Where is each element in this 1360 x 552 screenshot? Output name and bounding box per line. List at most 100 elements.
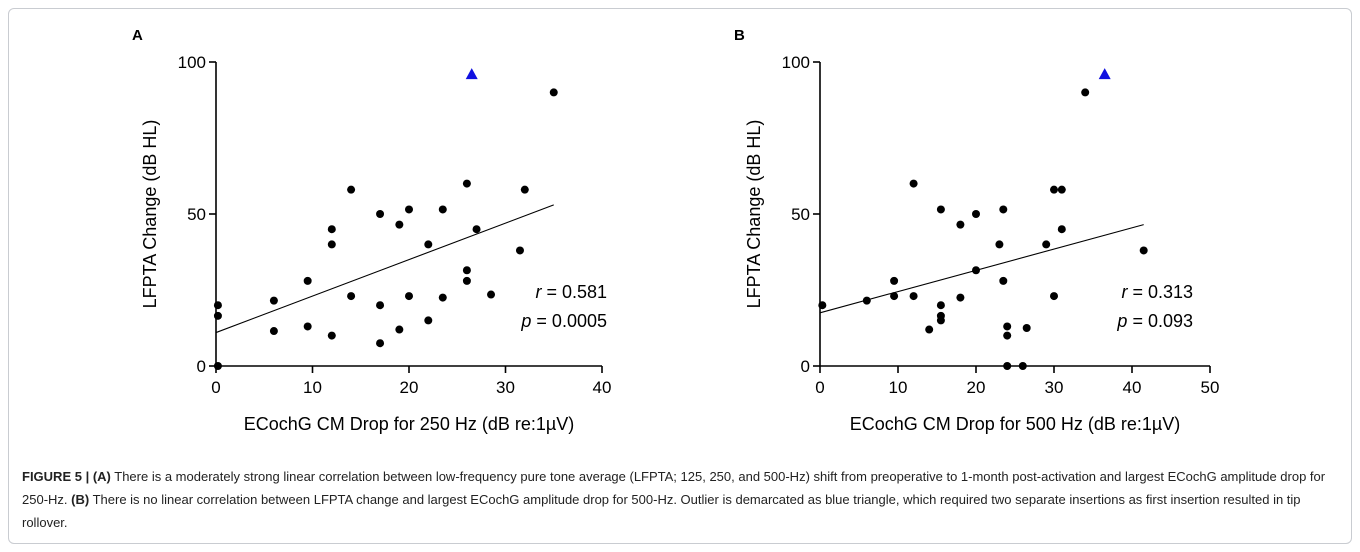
caption-part-a-tag: (A) [92,469,111,484]
data-point [1057,185,1066,194]
data-point [1022,324,1031,332]
data-point [213,362,222,370]
data-point [347,185,356,194]
data-point [1081,88,1090,97]
regression-line [819,224,1144,314]
data-point [1057,225,1066,234]
p-symbol: p [1116,311,1127,331]
x-tick-label: 10 [303,378,322,397]
p-symbol: p [520,311,531,331]
data-point [890,276,899,285]
outlier-triangle [465,68,478,80]
data-point [1042,240,1051,249]
panel-letter: A [132,27,143,44]
p-value: = 0.0005 [531,311,607,331]
data-point [956,293,965,302]
y-axis-label: LFPTA Change (dB HL) [744,120,764,309]
data-point [909,292,918,301]
y-tick-label: 0 [197,357,206,376]
data-point [376,339,385,348]
p-statistic: p = 0.093 [1116,311,1193,331]
data-point [269,327,278,336]
data-point [1003,362,1012,370]
figure-svg: A 0 50 100 0 10 20 30 40 ECochG CM Drop for 250 H… [132,27,1219,434]
data-point [424,316,433,325]
figure-label: FIGURE 5 | [22,469,90,484]
data-point [936,205,945,214]
panel-b: B 0 50 100 0 10 20 30 40 50 ECochG CM Drop for 500… [734,27,1219,434]
data-point [925,325,934,334]
panel-a: A 0 50 100 0 10 20 30 40 ECochG CM Drop for 250 H… [132,27,611,434]
r-symbol: r [535,282,542,302]
data-point [1003,331,1012,340]
x-tick-label: 30 [496,378,515,397]
caption-part-a-text: There is a moderately strong linear corr… [22,469,1326,507]
data-point [818,301,827,310]
data-point [303,276,312,285]
data-point [1003,322,1012,331]
caption-part-b-text: There is no linear correlation between L… [22,492,1301,530]
data-point [213,301,222,310]
panel-letter: B [734,27,745,44]
data-point [972,210,980,218]
data-point [327,331,336,340]
r-value: = 0.313 [1127,282,1193,302]
data-point [424,240,433,249]
data-point [213,311,222,320]
x-tick-label: 30 [1045,378,1064,397]
outlier-triangle [1098,68,1111,80]
data-point [472,225,481,234]
data-point [462,276,471,285]
data-point [395,325,404,334]
data-point [890,292,899,301]
data-point [438,205,447,214]
data-point [936,316,945,325]
x-axis-label: ECochG CM Drop for 500 Hz (dB re:1µV) [850,414,1180,434]
data-point [972,266,980,275]
p-value: = 0.093 [1127,311,1193,331]
r-value: = 0.581 [541,282,607,302]
x-tick-label: 40 [1123,378,1142,397]
data-point [405,292,413,301]
data-point [487,290,496,299]
caption-part-b-tag: (B) [71,492,90,507]
data-point [1018,362,1027,370]
y-tick-label: 50 [187,205,206,224]
data-point [999,205,1008,214]
data-point [936,301,945,310]
data-point [269,296,278,305]
y-tick-label: 50 [791,205,810,224]
data-point [376,301,385,310]
y-axis-label: LFPTA Change (dB HL) [140,120,160,309]
p-statistic: p = 0.0005 [520,311,607,331]
data-point [462,179,471,188]
y-tick-label: 100 [178,53,206,72]
figure-frame [8,8,1352,544]
data-point [956,220,965,229]
r-symbol: r [1121,282,1128,302]
data-point [999,276,1008,285]
data-point [909,179,918,188]
data-point [1050,185,1058,194]
y-tick-label: 100 [782,53,810,72]
data-point [376,210,385,218]
data-point [327,225,336,234]
data-point [1050,292,1058,301]
x-tick-label: 20 [967,378,986,397]
data-point [862,296,871,305]
r-statistic: r = 0.313 [1121,282,1193,302]
x-axis-label: ECochG CM Drop for 250 Hz (dB re:1µV) [244,414,574,434]
data-point [520,185,529,194]
data-point [549,88,558,97]
data-point [1139,246,1148,255]
x-tick-label: 10 [889,378,908,397]
regression-line [215,204,554,334]
data-point [995,240,1004,249]
figure-caption: FIGURE 5 | (A) There is a moderately str… [22,465,1338,534]
r-statistic: r = 0.581 [535,282,607,302]
data-point [303,322,312,331]
x-tick-label: 0 [211,378,220,397]
x-tick-label: 20 [400,378,419,397]
data-point [395,220,404,229]
data-point [462,266,471,275]
